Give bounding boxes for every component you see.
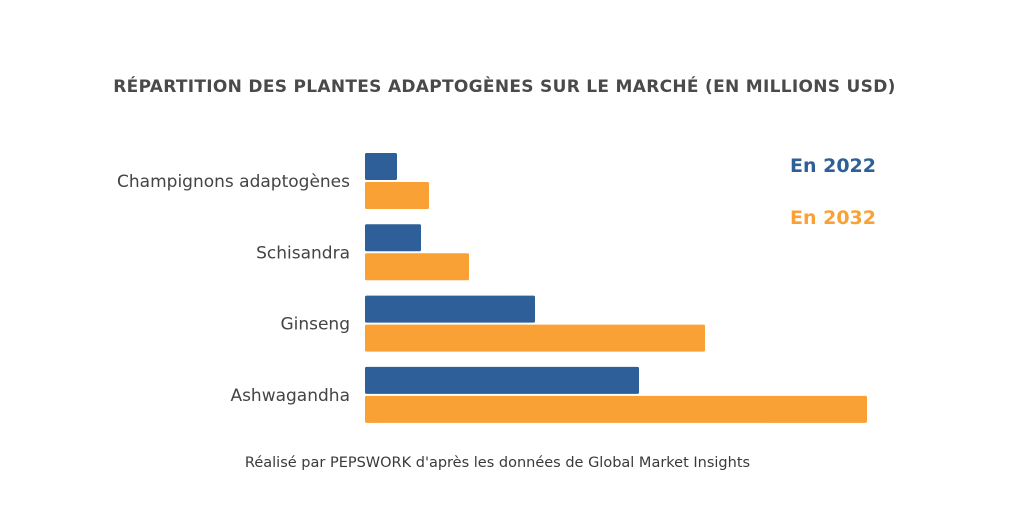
bar-2032 xyxy=(365,324,705,352)
chart-title: RÉPARTITION DES PLANTES ADAPTOGÈNES SUR … xyxy=(113,77,896,97)
bar-2022 xyxy=(365,295,535,323)
bar-2022 xyxy=(365,153,397,180)
bar-2032 xyxy=(365,182,429,209)
category-label: Ashwagandha xyxy=(230,386,350,406)
bar-2022 xyxy=(365,366,639,394)
legend-entry: En 2032 xyxy=(790,207,876,229)
legend-entry: En 2022 xyxy=(790,155,876,177)
bar-2022 xyxy=(365,224,421,252)
bar-2032 xyxy=(365,395,867,423)
category-label: Ginseng xyxy=(280,315,350,335)
source-note: Réalisé par PEPSWORK d'après les données… xyxy=(244,455,751,471)
category-label: Schisandra xyxy=(256,243,350,263)
category-label: Champignons adaptogènes xyxy=(117,172,350,192)
bar-2032 xyxy=(365,253,469,281)
